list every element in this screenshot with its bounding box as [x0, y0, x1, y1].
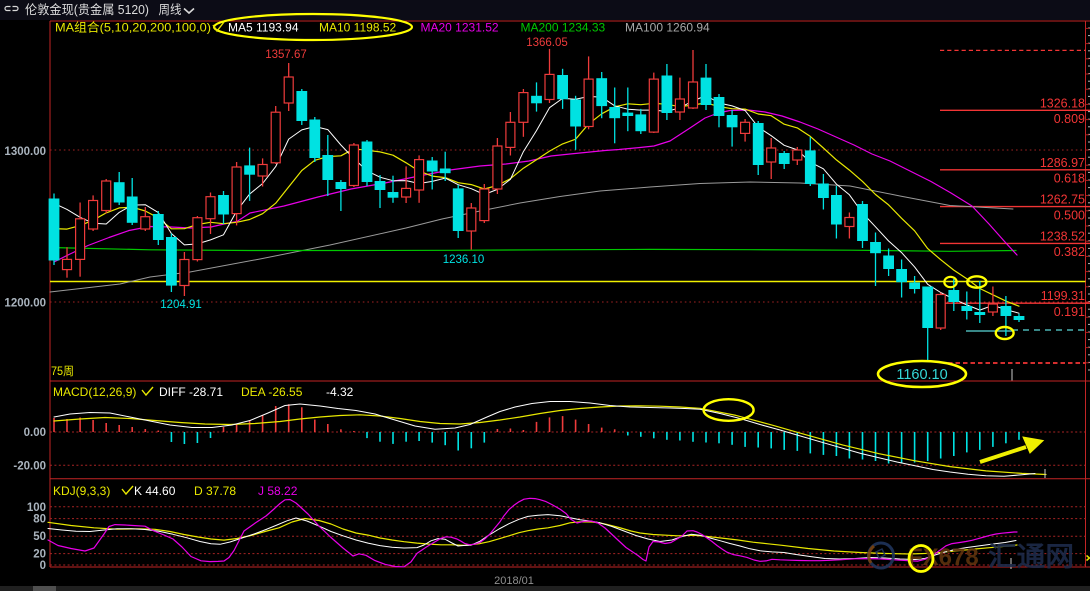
- svg-text:MA5 1193.94: MA5 1193.94: [228, 21, 299, 35]
- svg-text:MA10 1198.52: MA10 1198.52: [319, 21, 396, 35]
- svg-text:-20.00: -20.00: [13, 461, 46, 473]
- svg-text:0.00: 0.00: [24, 427, 46, 439]
- svg-text:MA200 1234.33: MA200 1234.33: [521, 21, 606, 35]
- svg-text:1236.10: 1236.10: [443, 254, 485, 266]
- svg-text:0.382: 0.382: [1054, 245, 1085, 259]
- svg-text:汇通网: 汇通网: [988, 542, 1074, 572]
- svg-text:80: 80: [33, 514, 46, 526]
- svg-text:1326.18: 1326.18: [1040, 96, 1085, 110]
- svg-text:1366.05: 1366.05: [526, 37, 568, 49]
- svg-text:MA20 1231.52: MA20 1231.52: [421, 21, 499, 35]
- svg-text:0.500: 0.500: [1054, 208, 1085, 222]
- svg-text:MA100 1260.94: MA100 1260.94: [625, 21, 710, 35]
- svg-text:D 37.78: D 37.78: [194, 484, 236, 498]
- svg-text:1204.91: 1204.91: [160, 299, 202, 311]
- svg-text:0: 0: [40, 560, 46, 572]
- svg-text:1238.52: 1238.52: [1040, 229, 1085, 243]
- svg-text:0.191: 0.191: [1054, 305, 1085, 319]
- svg-text:0.809: 0.809: [1054, 112, 1085, 126]
- svg-text:1300.00: 1300.00: [4, 146, 46, 158]
- svg-text:1357.67: 1357.67: [265, 49, 307, 61]
- svg-text:0.618: 0.618: [1054, 172, 1085, 186]
- svg-text:周线: 周线: [159, 3, 182, 17]
- svg-text:K 44.60: K 44.60: [134, 484, 176, 498]
- svg-text:1262.75: 1262.75: [1040, 193, 1085, 207]
- svg-text:J 58.22: J 58.22: [258, 484, 298, 498]
- svg-text:2018/01: 2018/01: [494, 575, 534, 587]
- svg-text:KDJ(9,3,3): KDJ(9,3,3): [53, 484, 110, 498]
- svg-text:伦敦金现(贵金属 5120): 伦敦金现(贵金属 5120): [25, 2, 149, 17]
- svg-text:FX678: FX678: [908, 544, 979, 571]
- svg-text:MA组合(5,10,20,200,100,0): MA组合(5,10,20,200,100,0): [55, 20, 211, 35]
- svg-text:1286.97: 1286.97: [1040, 156, 1085, 170]
- svg-text:20: 20: [33, 549, 46, 561]
- svg-text:MACD(12,26,9): MACD(12,26,9): [53, 385, 136, 399]
- svg-text:1160.10: 1160.10: [896, 367, 947, 383]
- svg-text:50: 50: [33, 531, 46, 543]
- svg-text:DIFF -28.71: DIFF -28.71: [159, 385, 223, 399]
- svg-text:100: 100: [27, 502, 46, 514]
- svg-text:1200.00: 1200.00: [4, 298, 46, 310]
- svg-text:-4.32: -4.32: [326, 385, 354, 399]
- svg-text:DEA -26.55: DEA -26.55: [241, 385, 303, 399]
- svg-text:75周: 75周: [51, 365, 74, 378]
- svg-text:1199.31: 1199.31: [1041, 289, 1085, 303]
